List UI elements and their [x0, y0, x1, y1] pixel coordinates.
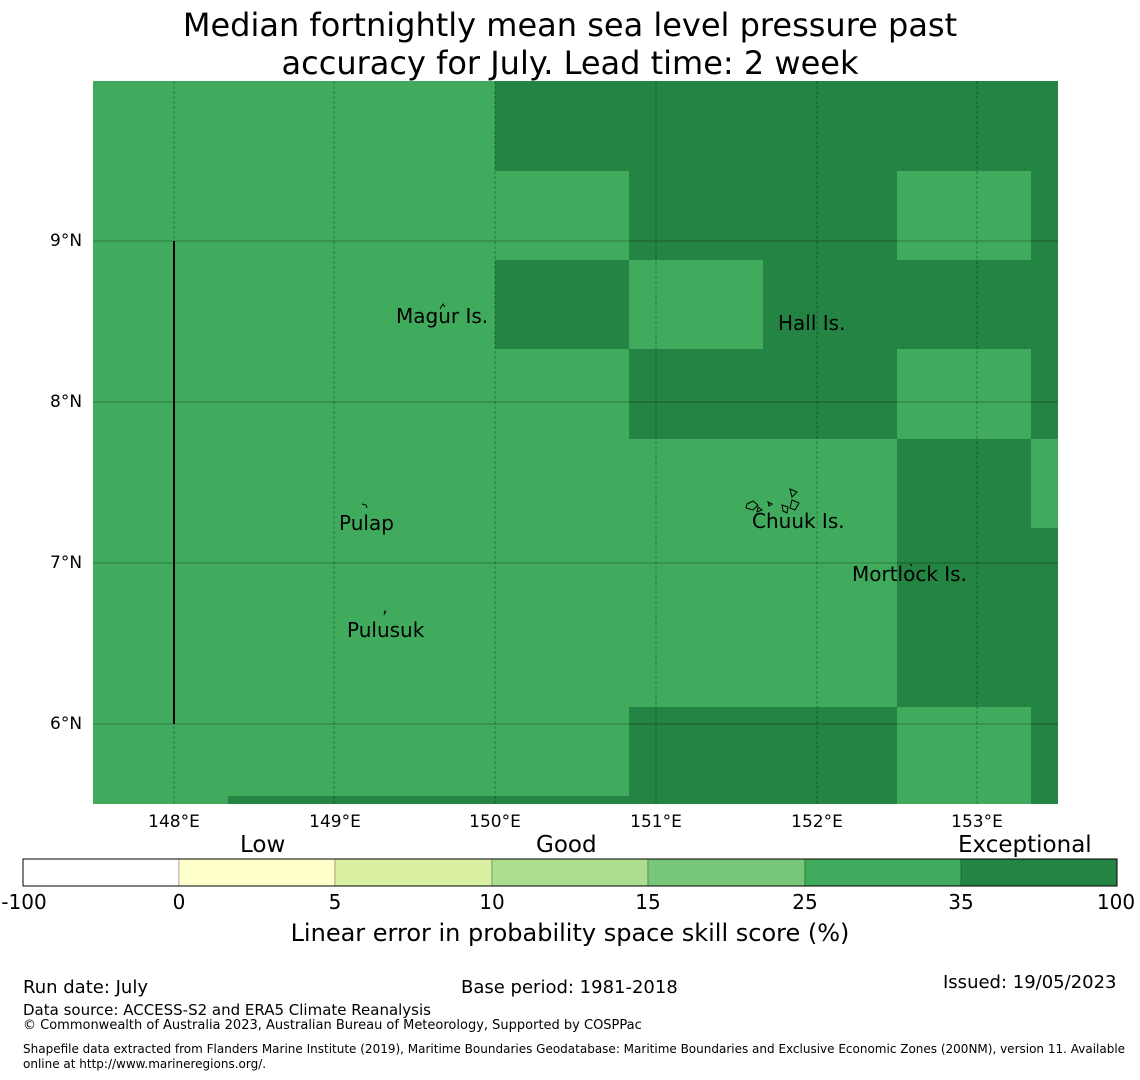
shapefile-credit-line-2: online at http://www.marineregions.org/.: [23, 1057, 267, 1071]
lon-label-150e: 150°E: [469, 812, 521, 832]
lat-label-6n: 6°N: [50, 714, 83, 734]
lat-label-7n: 7°N: [50, 553, 83, 573]
colorbar-segment: [334, 858, 493, 887]
base-period: Base period: 1981-2018: [461, 977, 678, 998]
pulap-island-outline: [361, 503, 368, 509]
skill-cell: [897, 528, 1058, 707]
mortlock-island-outline: [909, 563, 913, 567]
colorbar-tick: 35: [948, 890, 974, 914]
skill-cell: [629, 171, 897, 260]
colorbar-label: Linear error in probability space skill …: [290, 919, 850, 947]
exceptional-cells: [228, 81, 1058, 804]
issued-date: Issued: 19/05/2023: [943, 972, 1117, 993]
colorbar-tick: -100: [1, 890, 47, 914]
lon-label-149e: 149°E: [309, 812, 361, 832]
lon-label-152e: 152°E: [791, 812, 843, 832]
category-good: Good: [536, 832, 597, 858]
category-low: Low: [240, 832, 286, 858]
skill-cell: [1031, 349, 1058, 439]
place-label-chuuk: Chuuk Is.: [752, 509, 845, 533]
place-label-pulap: Pulap: [339, 511, 394, 535]
skill-cell: [1031, 707, 1058, 804]
colorbar-segment: [491, 858, 649, 887]
island-outlines: [361, 303, 913, 616]
skill-cell: [629, 707, 897, 804]
title-line-2: accuracy for July. Lead time: 2 week: [281, 44, 859, 82]
colorbar-tick: 10: [479, 890, 505, 914]
colorbar-tick: 5: [328, 890, 342, 914]
colorbar-segment: [178, 858, 336, 887]
skill-cell: [495, 81, 1058, 171]
skill-cell: [897, 439, 1031, 528]
copyright: © Commonwealth of Australia 2023, Austra…: [23, 1018, 642, 1033]
place-label-hall: Hall Is.: [778, 311, 846, 335]
place-label-pulusuk: Pulusuk: [347, 618, 425, 642]
skill-cell: [228, 796, 629, 804]
data-source: Data source: ACCESS-S2 and ERA5 Climate …: [23, 1001, 431, 1019]
colorbar-tick: 25: [792, 890, 818, 914]
lon-label-148e: 148°E: [148, 812, 200, 832]
colorbar-segment: [22, 858, 180, 887]
place-label-mortlock: Mortlock Is.: [852, 562, 967, 586]
skill-cell: [1031, 171, 1058, 260]
run-date: Run date: July: [23, 977, 148, 998]
skill-cell: [495, 260, 629, 349]
shapefile-credit-line-1: Shapefile data extracted from Flanders M…: [23, 1042, 1126, 1056]
colorbar-frame: [22, 858, 1118, 887]
magur-island-outline: [439, 303, 446, 310]
gridlines: [93, 81, 1058, 804]
colorbar-segment: [647, 858, 806, 887]
colorbar: [22, 858, 1118, 887]
chuuk-lagoon-outline: [745, 488, 800, 514]
colorbar-segment: [960, 858, 1118, 887]
lat-label-9n: 9°N: [50, 231, 83, 251]
category-exceptional: Exceptional: [958, 832, 1092, 858]
lat-label-8n: 8°N: [50, 392, 83, 412]
lon-label-151e: 151°E: [630, 812, 682, 832]
skill-cell: [629, 349, 897, 439]
lon-label-153e: 153°E: [951, 812, 1003, 832]
colorbar-segment: [804, 858, 962, 887]
pulusuk-island-outline: [383, 609, 387, 616]
colorbar-tick: 15: [635, 890, 661, 914]
colorbar-tick: 0: [172, 890, 186, 914]
title-line-1: Median fortnightly mean sea level pressu…: [182, 6, 958, 44]
chart-title: Median fortnightly mean sea level pressu…: [0, 6, 1140, 82]
skill-cell: [763, 260, 1058, 349]
colorbar-tick: 100: [1096, 890, 1136, 914]
place-label-magur: Magur Is.: [396, 304, 489, 328]
